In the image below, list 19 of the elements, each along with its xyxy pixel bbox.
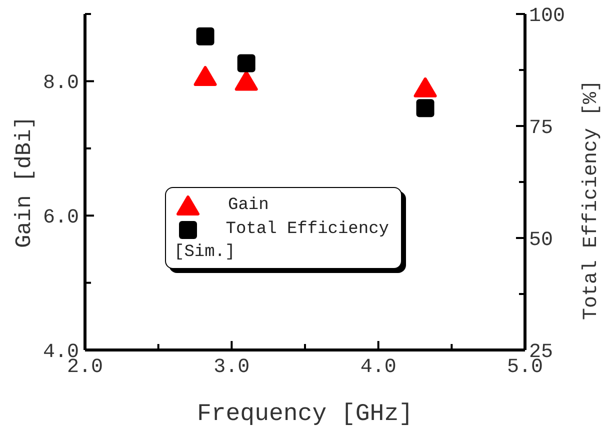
- legend-label: Gain: [228, 195, 269, 217]
- point: [414, 77, 437, 98]
- x-axis-title: Frequency [GHz]: [196, 401, 414, 428]
- y2-tick-label: 75: [529, 117, 554, 140]
- y2-axis-title: Total Efficiency [%]: [580, 80, 603, 320]
- legend-label: Total Efficiency: [226, 219, 389, 241]
- annotation: [Sim.]: [174, 242, 236, 264]
- point: [194, 66, 217, 86]
- point: [416, 99, 434, 118]
- point: [196, 27, 214, 46]
- y-tick-label: 6.0: [42, 206, 79, 230]
- y-axis-title: Gain [dBi]: [12, 116, 37, 248]
- x-tick-label: 3.0: [214, 356, 250, 379]
- point: [237, 54, 256, 72]
- x-tick-label: 4.0: [360, 356, 396, 379]
- y2-tick-label: 100: [529, 5, 566, 28]
- point: [234, 70, 258, 91]
- y-tick-label: 8.0: [42, 72, 79, 96]
- y2-tick-label: 50: [529, 229, 554, 252]
